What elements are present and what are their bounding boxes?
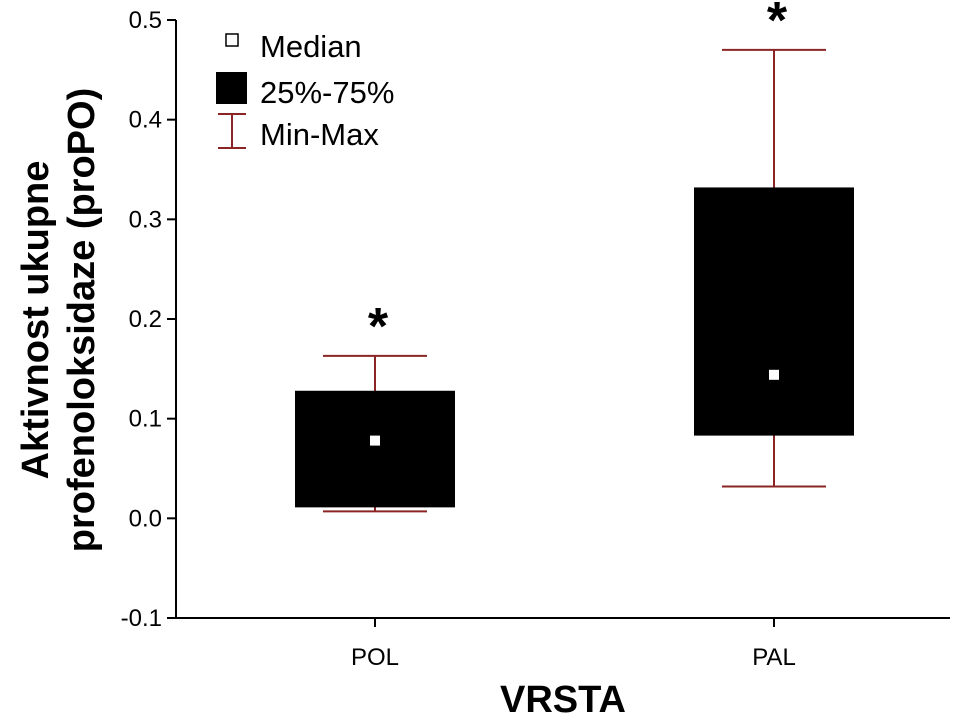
x-axis-title: VRSTA — [500, 679, 626, 719]
y-tick-label: 0.1 — [129, 406, 162, 433]
legend-whisker-symbol — [218, 113, 246, 149]
legend-median-symbol — [225, 33, 239, 47]
y-tick-label: 0.5 — [129, 7, 162, 34]
y-tick-label: 0.3 — [129, 206, 162, 233]
legend: Median 25%-75% Min-Max — [216, 29, 394, 152]
y-tick-label: -0.1 — [121, 605, 162, 632]
x-tick-label-pol: POL — [351, 644, 399, 671]
legend-label: 25%-75% — [260, 75, 394, 110]
legend-label: Median — [260, 29, 362, 64]
iqr-box-pal — [694, 187, 854, 436]
legend-box-symbol — [216, 72, 247, 104]
significance-mark-pol: * — [368, 298, 389, 356]
median-marker-pol — [370, 435, 380, 446]
x-ticks: POL PAL — [351, 618, 796, 671]
y-tick-label: 0.4 — [129, 107, 162, 134]
median-marker-pal — [769, 369, 779, 380]
box-pol: * — [295, 298, 455, 513]
y-tick-label: 0.2 — [129, 306, 162, 333]
y-axis-title-line-2: profenoloksidaze (proPO) — [61, 88, 103, 552]
y-ticks: -0.1 0.0 0.1 0.2 0.3 0.4 0.5 — [121, 7, 176, 632]
significance-mark-pal: * — [767, 0, 788, 50]
legend-entry-whisker: Min-Max — [218, 113, 379, 152]
y-axis-title-line-1: Aktivnost ukupne — [15, 161, 57, 480]
iqr-box-pol — [295, 390, 455, 508]
legend-label: Min-Max — [260, 117, 379, 152]
legend-entry-median-square: Median — [225, 29, 362, 64]
y-tick-label: 0.0 — [129, 505, 162, 532]
plot-area: ** — [295, 0, 854, 513]
axes: -0.1 0.0 0.1 0.2 0.3 0.4 0.5 POL PAL — [121, 7, 950, 671]
box-pal: * — [694, 0, 854, 488]
legend-entry-filled-box: 25%-75% — [216, 72, 394, 110]
y-axis-title: Aktivnost ukupne profenoloksidaze (proPO… — [15, 88, 103, 552]
x-tick-label-pal: PAL — [752, 644, 796, 671]
